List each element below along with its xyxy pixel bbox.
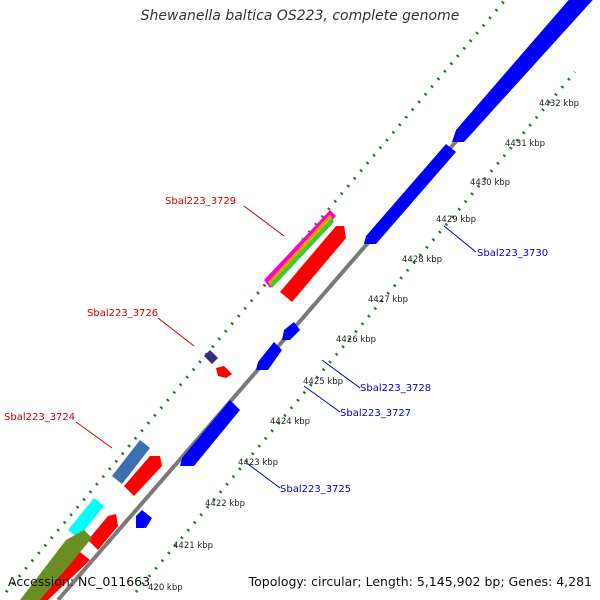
multicolor-feature-band-2 xyxy=(270,218,334,288)
inner-dotted-ring xyxy=(134,71,577,593)
tick-label-4429: 4429 kbp xyxy=(436,215,476,225)
cyan-feature[interactable] xyxy=(68,498,104,538)
callout-sbal223-3729 xyxy=(243,205,285,237)
callout-sbal223-3727 xyxy=(303,385,341,413)
callout-sbal223-3725 xyxy=(247,463,281,489)
accession-text: Accession: NC_011663 xyxy=(8,574,151,589)
tick-label-4424: 4424 kbp xyxy=(270,417,310,427)
tick-labels: 420 kbp 4421 kbp 4422 kbp 4423 kbp 4424 … xyxy=(148,99,579,593)
gene-label-sbal223-3727[interactable]: Sbal223_3727 xyxy=(340,408,411,419)
genome-summary-text: Topology: circular; Length: 5,145,902 bp… xyxy=(248,574,592,589)
cds-sbal223-3723[interactable] xyxy=(136,510,152,528)
cds-sbal223-3722[interactable] xyxy=(88,514,118,550)
cds-sbal223-3728[interactable] xyxy=(282,322,300,340)
tick-label-4426: 4426 kbp xyxy=(336,335,376,345)
cds-sbal223-3731[interactable] xyxy=(364,144,456,244)
cds-sbal223-3729[interactable] xyxy=(280,226,346,302)
callout-sbal223-3728 xyxy=(321,359,361,389)
gene-label-sbal223-3724[interactable]: Sbal223_3724 xyxy=(4,412,75,423)
cds-sbal223-3724[interactable] xyxy=(124,456,162,496)
cds-sbal223-3727[interactable] xyxy=(256,342,282,370)
cds-sbal223-3726[interactable] xyxy=(216,366,232,378)
gene-label-sbal223-3730[interactable]: Sbal223_3730 xyxy=(477,248,548,259)
purple-feature[interactable] xyxy=(204,350,218,364)
multicolor-feature-band-1 xyxy=(268,214,332,286)
callout-sbal223-3724 xyxy=(75,421,113,449)
map-title: Shewanella baltica OS223, complete genom… xyxy=(140,8,460,24)
olive-feature[interactable] xyxy=(20,530,92,600)
callout-sbal223-3726 xyxy=(157,317,195,347)
tick-label-4422: 4422 kbp xyxy=(205,499,245,509)
tick-label-4432: 4432 kbp xyxy=(539,99,579,109)
gene-label-sbal223-3729[interactable]: Sbal223_3729 xyxy=(165,196,236,207)
tick-label-4425: 4425 kbp xyxy=(303,377,343,387)
tick-label-4421: 4421 kbp xyxy=(173,541,213,551)
tick-label-4428: 4428 kbp xyxy=(402,255,442,265)
cds-sbal223-3730[interactable] xyxy=(452,0,600,142)
outer-dotted-ring xyxy=(4,0,507,593)
gene-label-sbal223-3726[interactable]: Sbal223_3726 xyxy=(87,308,158,319)
callout-sbal223-3730 xyxy=(443,225,477,253)
cds-sbal223-3725[interactable] xyxy=(180,400,240,466)
tick-label-4430: 4430 kbp xyxy=(470,178,510,188)
blue-gradient-feature[interactable] xyxy=(112,440,150,484)
tick-label-4427: 4427 kbp xyxy=(368,295,408,305)
gene-label-sbal223-3728[interactable]: Sbal223_3728 xyxy=(360,383,431,394)
reverse-strand-features xyxy=(136,0,600,528)
gene-labels: Sbal223_3729 Sbal223_3726 Sbal223_3724 S… xyxy=(4,196,548,495)
annotation-tracks xyxy=(20,210,336,600)
tick-label-4420: 420 kbp xyxy=(148,583,183,593)
gene-label-sbal223-3725[interactable]: Sbal223_3725 xyxy=(280,484,351,495)
tick-label-4423: 4423 kbp xyxy=(238,458,278,468)
callout-lines xyxy=(75,205,477,489)
tick-label-4431: 4431 kbp xyxy=(505,139,545,149)
